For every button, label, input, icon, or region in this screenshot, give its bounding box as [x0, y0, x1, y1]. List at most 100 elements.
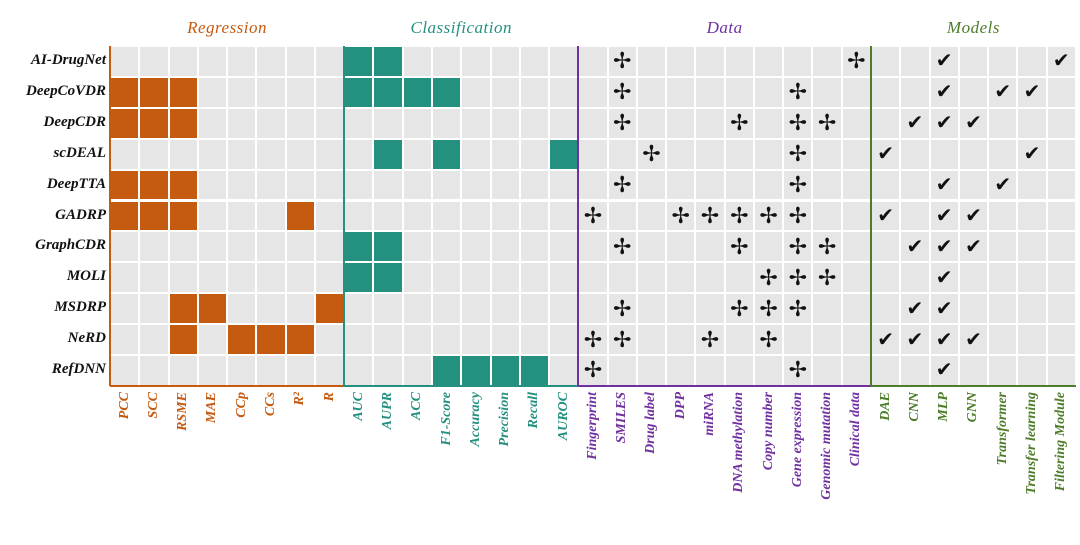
- empty-cell: [1018, 47, 1046, 76]
- filled-cell: [432, 356, 461, 385]
- column-label-ccs: CCs: [262, 392, 278, 417]
- empty-cell: [111, 263, 139, 293]
- empty-cell: [462, 263, 490, 293]
- column-label-dae: DAE: [877, 392, 893, 421]
- empty-cell: [550, 108, 578, 138]
- empty-cell: [169, 139, 197, 169]
- filled-cell: [140, 77, 168, 107]
- row-label-moli: MOLI: [66, 268, 106, 285]
- group-axis-bottom-models: [871, 384, 1076, 387]
- cross-icon: ✢: [784, 77, 812, 107]
- empty-cell: [432, 294, 461, 324]
- empty-cell: [813, 201, 841, 231]
- empty-cell: [198, 77, 227, 107]
- check-icon: ✔: [1018, 77, 1046, 107]
- empty-cell: [667, 139, 695, 169]
- check-icon: ✔: [930, 356, 958, 385]
- empty-cell: [637, 201, 666, 231]
- empty-cell: [198, 139, 227, 169]
- cross-icon: ✢: [725, 108, 753, 138]
- empty-cell: [842, 356, 871, 385]
- empty-cell: [608, 263, 636, 293]
- empty-cell: [315, 232, 344, 262]
- empty-cell: [754, 47, 783, 76]
- empty-cell: [872, 294, 900, 324]
- empty-cell: [901, 170, 929, 200]
- empty-cell: [667, 77, 695, 107]
- empty-cell: [579, 232, 607, 262]
- empty-cell: [725, 77, 753, 107]
- filled-cell: [111, 108, 139, 138]
- empty-cell: [1047, 356, 1075, 385]
- filled-cell: [345, 77, 373, 107]
- empty-cell: [725, 47, 753, 76]
- empty-cell: [140, 325, 168, 354]
- empty-cell: [842, 170, 871, 200]
- empty-cell: [286, 263, 314, 293]
- empty-cell: [140, 139, 168, 169]
- empty-cell: [959, 47, 988, 76]
- empty-cell: [1018, 108, 1046, 138]
- empty-cell: [432, 47, 461, 76]
- empty-cell: [1047, 170, 1075, 200]
- empty-cell: [286, 232, 314, 262]
- empty-cell: [725, 170, 753, 200]
- empty-cell: [286, 47, 314, 76]
- cross-icon: ✢: [696, 201, 724, 231]
- check-icon: ✔: [930, 77, 958, 107]
- empty-cell: [140, 294, 168, 324]
- empty-cell: [228, 47, 256, 76]
- empty-cell: [228, 139, 256, 169]
- empty-cell: [403, 139, 431, 169]
- empty-cell: [520, 325, 549, 354]
- column-label-dpp: DPP: [672, 392, 688, 420]
- empty-cell: [520, 201, 549, 231]
- check-icon: ✔: [989, 77, 1017, 107]
- empty-cell: [286, 108, 314, 138]
- row-label-deeptta: DeepTTA: [46, 175, 106, 192]
- empty-cell: [813, 47, 841, 76]
- filled-cell: [111, 170, 139, 200]
- cross-icon: ✢: [579, 325, 607, 354]
- check-icon: ✔: [901, 108, 929, 138]
- cross-icon: ✢: [608, 294, 636, 324]
- empty-cell: [901, 47, 929, 76]
- empty-cell: [403, 232, 431, 262]
- empty-cell: [257, 263, 285, 293]
- column-label-gene-expression: Gene expression: [789, 392, 805, 488]
- cross-icon: ✢: [754, 325, 783, 354]
- check-icon: ✔: [872, 325, 900, 354]
- empty-cell: [403, 294, 431, 324]
- empty-cell: [842, 294, 871, 324]
- empty-cell: [901, 356, 929, 385]
- empty-cell: [959, 263, 988, 293]
- cross-icon: ✢: [608, 77, 636, 107]
- empty-cell: [989, 325, 1017, 354]
- filled-cell: [169, 201, 197, 231]
- empty-cell: [1018, 170, 1046, 200]
- empty-cell: [842, 263, 871, 293]
- empty-cell: [813, 356, 841, 385]
- cross-icon: ✢: [784, 263, 812, 293]
- check-icon: ✔: [930, 232, 958, 262]
- empty-cell: [403, 47, 431, 76]
- empty-cell: [462, 108, 490, 138]
- empty-cell: [315, 77, 344, 107]
- empty-cell: [432, 108, 461, 138]
- filled-cell: [520, 356, 549, 385]
- empty-cell: [315, 263, 344, 293]
- filled-cell: [111, 201, 139, 231]
- empty-cell: [696, 47, 724, 76]
- empty-cell: [228, 294, 256, 324]
- empty-cell: [901, 263, 929, 293]
- empty-cell: [345, 108, 373, 138]
- empty-cell: [315, 139, 344, 169]
- filled-cell: [462, 356, 490, 385]
- empty-cell: [286, 356, 314, 385]
- group-axis-left-models: [870, 46, 873, 386]
- cross-icon: ✢: [813, 263, 841, 293]
- empty-cell: [1047, 232, 1075, 262]
- empty-cell: [257, 201, 285, 231]
- check-icon: ✔: [959, 108, 988, 138]
